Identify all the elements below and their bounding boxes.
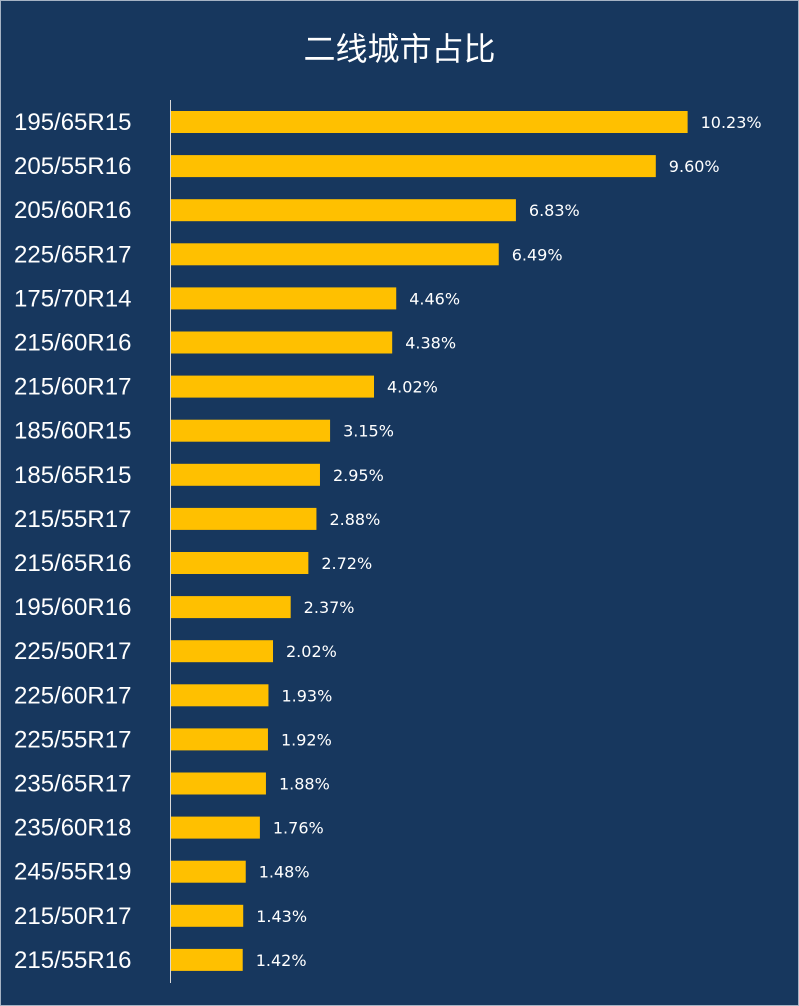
bar — [171, 596, 291, 619]
category-label: 215/60R17 — [14, 374, 131, 401]
category-label: 225/55R17 — [14, 726, 131, 753]
category-label: 225/60R17 — [14, 682, 131, 709]
data-label: 4.02% — [387, 378, 438, 397]
data-label: 2.37% — [304, 598, 355, 617]
bar — [171, 507, 317, 530]
bar — [171, 375, 375, 398]
bar — [171, 155, 656, 178]
category-label: 205/60R16 — [14, 197, 131, 224]
data-label: 4.38% — [405, 334, 456, 353]
bars — [171, 111, 688, 971]
data-label: 6.49% — [512, 245, 563, 264]
bar — [171, 772, 266, 795]
category-label: 185/65R15 — [14, 462, 131, 489]
category-label: 185/60R15 — [14, 418, 131, 445]
bar — [171, 948, 243, 971]
data-label: 2.95% — [333, 466, 384, 485]
category-label: 235/60R18 — [14, 815, 131, 842]
bar — [171, 199, 516, 222]
bar — [171, 860, 246, 883]
category-label: 175/70R14 — [14, 285, 131, 312]
category-labels: 195/65R15 205/55R16 205/60R16 225/65R17 175/… — [14, 109, 131, 974]
bar — [171, 111, 688, 133]
category-label: 215/55R17 — [14, 506, 131, 533]
category-label: 225/65R17 — [14, 241, 131, 268]
bar — [171, 640, 274, 663]
data-label: 1.88% — [279, 775, 330, 794]
data-label: 1.92% — [281, 730, 332, 749]
data-label: 2.02% — [286, 642, 337, 661]
bar — [171, 419, 331, 442]
data-label: 9.60% — [669, 157, 720, 176]
category-label: 245/55R19 — [14, 859, 131, 886]
data-label: 2.88% — [329, 510, 380, 529]
data-label: 1.43% — [256, 907, 307, 926]
category-label: 205/55R16 — [14, 153, 131, 180]
bar — [171, 287, 397, 310]
category-label: 215/60R16 — [14, 330, 131, 357]
category-label: 225/50R17 — [14, 638, 131, 665]
category-label: 235/65R17 — [14, 771, 131, 798]
data-label: 1.48% — [259, 863, 310, 882]
bar — [171, 331, 393, 354]
category-label: 195/60R16 — [14, 594, 131, 621]
data-label: 2.72% — [321, 554, 372, 573]
data-label: 4.46% — [409, 289, 460, 308]
chart-title: 二线城市占比 — [303, 30, 496, 68]
category-label: 215/65R16 — [14, 550, 131, 577]
bar — [171, 463, 320, 486]
bar — [171, 816, 260, 839]
bar — [171, 904, 244, 927]
category-label: 215/55R16 — [14, 947, 131, 974]
category-label: 195/65R15 — [14, 109, 131, 136]
data-label: 6.83% — [529, 201, 580, 220]
data-label: 1.76% — [273, 819, 324, 838]
category-label: 215/50R17 — [14, 903, 131, 930]
bar — [171, 684, 269, 707]
data-label: 3.15% — [343, 422, 394, 441]
value-labels: 10.23% 9.60% 6.83% 6.49% 4.46% 4.38% 4.02% 3.15… — [256, 113, 762, 970]
bar — [171, 243, 499, 266]
bar — [171, 728, 268, 751]
data-label: 1.42% — [256, 951, 307, 970]
data-label: 10.23% — [701, 113, 762, 132]
data-label: 1.93% — [281, 686, 332, 705]
bar — [171, 552, 309, 574]
